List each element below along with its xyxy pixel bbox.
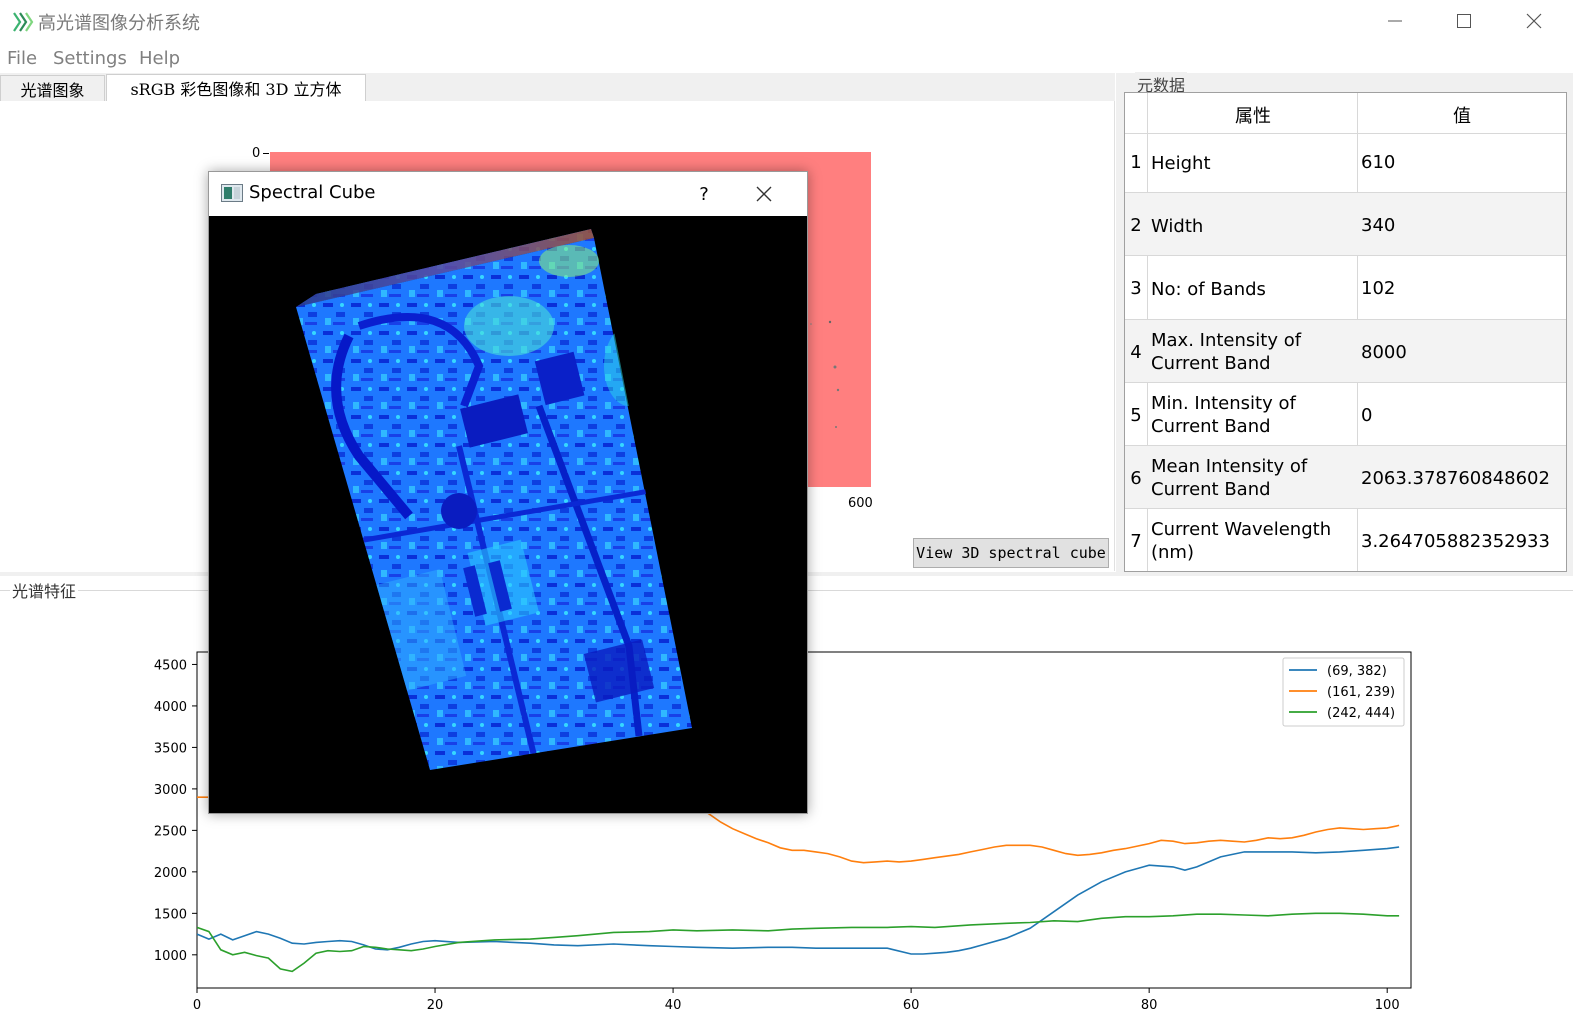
maximize-icon [1457,14,1471,28]
tab-srgb-3d-cube[interactable]: sRGB 彩色图像和 3D 立方体 [106,74,366,101]
row-value: 8000 [1361,342,1407,363]
x-tick-label: 80 [1141,998,1158,1013]
legend-entry: (161, 239) [1327,685,1395,700]
row-property: Min. Intensity of Current Band [1151,393,1296,437]
row-index: 6 [1130,468,1142,489]
row-value: 340 [1361,215,1396,236]
legend-entry: (69, 382) [1327,664,1387,679]
menu-file[interactable]: File [7,48,38,69]
y-tick-label: 1000 [154,949,187,964]
dialog-help-button[interactable]: ? [699,183,709,205]
y-tick-label: 2000 [154,866,187,881]
metadata-table-header: 属性 值 [1125,93,1566,134]
table-row[interactable]: 2 Width 340 [1125,193,1566,256]
y-tick-label: 4500 [154,658,187,673]
dialog-close-button[interactable] [739,176,789,212]
spectral-cube-dialog[interactable]: Spectral Cube ? [208,171,808,814]
row-value: 610 [1361,152,1396,173]
y-tick-label: 3500 [154,741,187,756]
x-tick-label: 40 [665,998,682,1013]
image-y-tick-mark [263,153,269,154]
image-y-tick: 0 [252,146,261,161]
view-3d-spectral-cube-button[interactable]: View 3D spectral cube [913,538,1109,568]
minimize-icon [1388,20,1402,22]
tab-bar: 光谱图象 sRGB 彩色图像和 3D 立方体 [0,73,1115,102]
table-row[interactable]: 4 Max. Intensity of Current Band 8000 [1125,320,1566,383]
series-line-2 [197,912,1400,973]
row-property: Width [1151,216,1204,237]
header-property[interactable]: 属性 [1235,106,1271,127]
metadata-table[interactable]: 属性 值 1 Height 610 2 Width 340 3 No: of B… [1124,92,1567,572]
y-tick-label: 1500 [154,907,187,922]
header-value[interactable]: 值 [1453,106,1471,127]
row-index: 2 [1130,215,1142,236]
legend-entry: (242, 444) [1327,706,1395,721]
table-row[interactable]: 5 Min. Intensity of Current Band 0 [1125,383,1566,446]
table-row[interactable]: 6 Mean Intensity of Current Band 2063.37… [1125,446,1566,509]
row-value: 102 [1361,278,1396,299]
x-tick-label: 20 [427,998,444,1013]
window-icon [221,184,243,202]
row-value: 0 [1361,405,1373,426]
row-property: Current Wavelength (nm) [1151,519,1332,563]
spectral-cube-3d-view[interactable] [209,216,807,813]
y-tick-label: 4000 [154,700,187,715]
row-property: Height [1151,153,1211,174]
x-tick-label: 100 [1375,998,1400,1013]
legend-box [1282,657,1405,727]
maximize-button[interactable] [1429,0,1499,42]
row-index: 4 [1130,342,1142,363]
window-title-bar: 高光谱图像分析系统 [0,0,1573,42]
table-row[interactable]: 7 Current Wavelength (nm) 3.264705882352… [1125,509,1566,571]
menu-settings[interactable]: Settings [53,48,127,69]
minimize-button[interactable] [1360,0,1430,42]
row-property: Mean Intensity of Current Band [1151,456,1308,500]
row-property: No: of Bands [1151,279,1266,300]
table-row[interactable]: 1 Height 610 [1125,134,1566,193]
row-property: Max. Intensity of Current Band [1151,330,1302,374]
row-index: 7 [1130,531,1142,552]
menu-bar: File Settings Help [0,45,1573,73]
image-x-tick: 600 [848,496,873,511]
dialog-title: Spectral Cube [249,182,376,203]
y-tick-label: 2500 [154,824,187,839]
image-speckles [810,320,840,428]
close-window-button[interactable] [1499,0,1569,42]
tab-spectral-image[interactable]: 光谱图象 [0,75,105,101]
series-line-0 [197,846,1400,955]
spectral-group-title: 光谱特征 [10,578,79,602]
row-index: 1 [1130,152,1142,173]
x-tick-label: 0 [193,998,201,1013]
row-value: 3.264705882352933 [1361,531,1550,552]
app-logo-icon [12,11,34,33]
window-title: 高光谱图像分析系统 [38,13,200,34]
spectral-cube-render [296,229,692,770]
menu-help[interactable]: Help [139,48,181,69]
dialog-title-bar[interactable]: Spectral Cube ? [209,172,807,215]
y-tick-label: 3000 [154,783,187,798]
row-value: 2063.378760848602 [1361,468,1550,489]
row-index: 3 [1130,278,1142,299]
close-icon [1526,13,1542,29]
x-tick-label: 60 [903,998,920,1013]
chart-legend: (69, 382) (161, 239) (242, 444) [1282,657,1405,727]
table-row[interactable]: 3 No: of Bands 102 [1125,256,1566,320]
row-index: 5 [1130,405,1142,426]
close-icon [756,186,772,202]
